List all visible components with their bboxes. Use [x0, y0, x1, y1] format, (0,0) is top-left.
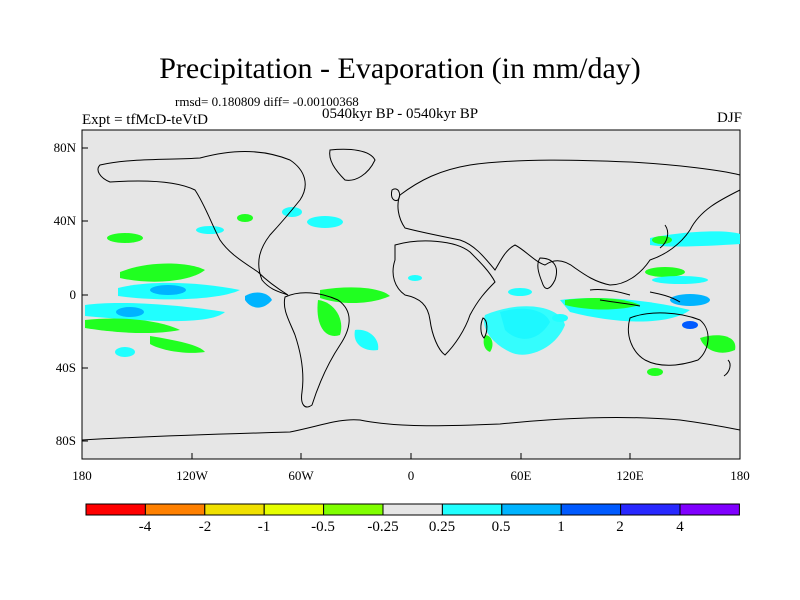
east-australia-green: [700, 335, 736, 353]
stats-text: rmsd= 0.180809 diff= -0.00100368: [175, 94, 359, 109]
equatorial-indian-cyan: [508, 288, 532, 296]
contour-fills: [85, 207, 740, 376]
australia-blue: [682, 321, 698, 329]
south-pacific-blue: [116, 307, 144, 317]
colorbar-swatch: [263, 503, 325, 516]
antarctica-coast: [81, 416, 741, 441]
colorbar-swatch: [501, 503, 562, 516]
colorbar-swatch: [85, 503, 146, 516]
colorbar-label: -4: [138, 519, 152, 535]
indonesia-coast: [589, 289, 681, 307]
chart-title: Precipitation - Evaporation (in mm/day): [159, 52, 641, 85]
xtick-label: 0: [407, 468, 415, 483]
colorbar-label: -0.25: [367, 519, 399, 535]
ytick-label: 40S: [55, 360, 76, 375]
japan-coast: [659, 224, 669, 249]
colorbar-label: 0.5: [491, 519, 511, 535]
colorbar-label: 2: [616, 519, 624, 535]
colorbar-label: -1: [257, 519, 271, 535]
xtick-label: 120E: [616, 468, 644, 483]
gulf-stream-cyan: [282, 207, 302, 217]
madagascar-coast: [480, 317, 488, 339]
season-label: DJF: [716, 110, 742, 126]
central-america-blue: [245, 292, 272, 308]
kuroshio-cyan: [650, 231, 740, 247]
ytick-label: 80S: [55, 433, 76, 448]
period-label: 0540kyr BP - 0540kyr BP: [321, 106, 479, 122]
australia-coast: [627, 312, 709, 366]
africa-coast: [392, 240, 496, 356]
west-australia-cyan: [552, 314, 568, 322]
xtick-label: 60W: [288, 468, 314, 483]
wpac-cyan-north: [652, 276, 708, 284]
new-zealand-coast: [723, 359, 731, 377]
colorbar-label: 0.25: [428, 519, 456, 535]
south-pacific-green: [85, 318, 180, 334]
experiment-label: Expt = tfMcD-teVtD: [82, 112, 208, 128]
india-coast: [537, 257, 557, 289]
colorbar-swatch: [144, 503, 206, 516]
colorbar-swatch: [382, 503, 443, 516]
north-pacific-green: [107, 233, 143, 243]
atlantic-itcz: [320, 287, 390, 304]
colorbar-label: -0.5: [311, 519, 335, 535]
eurasia-coast: [397, 159, 741, 286]
colorbar-swatch: [204, 503, 265, 516]
pacific-blue-patch: [150, 285, 186, 295]
colorbar-swatch: [560, 503, 622, 516]
wpac-green-north: [645, 267, 685, 277]
xtick-label: 60E: [510, 468, 532, 483]
xtick-label: 180: [730, 468, 750, 483]
colorbar-label: 4: [676, 519, 684, 535]
xtick-label: 120W: [176, 468, 208, 483]
japan-green: [652, 236, 672, 244]
amazon-green: [317, 300, 342, 336]
wpac-blue: [670, 294, 710, 306]
colorbar-swatch: [323, 503, 384, 516]
colorbar-label: -2: [198, 519, 212, 535]
south-atlantic-cyan: [354, 329, 379, 351]
xtick-label: 180: [72, 468, 92, 483]
colorbar-swatch: [620, 503, 681, 516]
maritime-green: [565, 297, 640, 310]
west-atlantic-green: [237, 214, 253, 222]
madagascar-green: [483, 335, 493, 352]
ytick-label: 40N: [53, 213, 76, 228]
indian-ocean-cyan: [484, 306, 565, 355]
colorbar: [85, 503, 740, 516]
greenland-coast: [329, 148, 376, 181]
cyan-patch-sp: [115, 347, 135, 357]
axis-ticks: [82, 147, 631, 459]
north-pacific-cyan: [196, 226, 224, 234]
north-africa-cyan: [408, 275, 422, 281]
ytick-label: 80N: [53, 140, 76, 155]
north-atlantic-cyan: [307, 216, 343, 228]
uk-coast: [391, 188, 401, 201]
south-america-coast: [283, 292, 350, 408]
coastlines: [81, 148, 741, 441]
ytick-label: 0: [69, 287, 77, 302]
colorbar-swatch: [441, 503, 503, 516]
colorbar-swatch: [679, 503, 740, 516]
tasman-green: [647, 368, 663, 376]
south-pacific-band: [85, 302, 225, 322]
north-america-coast: [97, 151, 306, 296]
sp-convergence: [150, 336, 205, 353]
pacific-wet-band: [120, 263, 205, 282]
colorbar-label: 1: [557, 519, 565, 535]
